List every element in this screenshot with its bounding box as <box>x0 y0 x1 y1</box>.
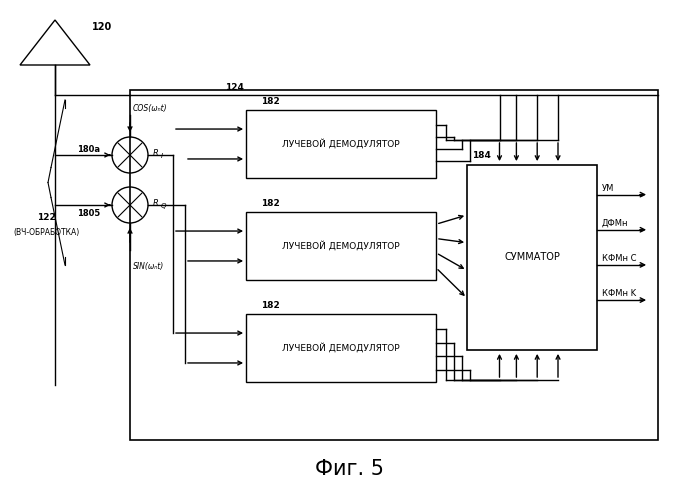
FancyBboxPatch shape <box>246 110 436 178</box>
Text: КФМн K: КФМн K <box>602 289 636 298</box>
Text: COS(ωₙt): COS(ωₙt) <box>133 104 168 113</box>
Text: 120: 120 <box>92 22 113 32</box>
Text: R: R <box>153 149 159 158</box>
Text: КФМн C: КФМн C <box>602 254 637 263</box>
Text: R: R <box>153 199 159 207</box>
Text: ЛУЧЕВОЙ ДЕМОДУЛЯТОР: ЛУЧЕВОЙ ДЕМОДУЛЯТОР <box>282 343 400 353</box>
Text: ДФМн: ДФМн <box>602 219 628 228</box>
Text: ЛУЧЕВОЙ ДЕМОДУЛЯТОР: ЛУЧЕВОЙ ДЕМОДУЛЯТОР <box>282 139 400 149</box>
Text: Фиг. 5: Фиг. 5 <box>315 459 384 479</box>
Text: 122: 122 <box>36 212 55 221</box>
Text: 182: 182 <box>261 199 280 208</box>
FancyBboxPatch shape <box>130 90 658 440</box>
FancyBboxPatch shape <box>246 212 436 280</box>
Text: 182: 182 <box>261 97 280 106</box>
Text: УМ: УМ <box>602 184 614 193</box>
Text: 180a: 180a <box>77 146 100 155</box>
Text: SIN(ωₙt): SIN(ωₙt) <box>133 262 164 271</box>
FancyBboxPatch shape <box>467 165 597 350</box>
Text: ЛУЧЕВОЙ ДЕМОДУЛЯТОР: ЛУЧЕВОЙ ДЕМОДУЛЯТОР <box>282 241 400 251</box>
FancyBboxPatch shape <box>246 314 436 382</box>
Text: 182: 182 <box>261 301 280 310</box>
Text: 184: 184 <box>472 151 491 160</box>
Text: СУММАТОР: СУММАТОР <box>504 252 560 262</box>
Text: Q: Q <box>161 203 166 209</box>
Text: 1805: 1805 <box>77 208 100 217</box>
Text: I: I <box>161 153 163 159</box>
Text: (ВЧ-ОБРАБОТКА): (ВЧ-ОБРАБОТКА) <box>13 228 79 237</box>
Text: 124: 124 <box>225 83 244 92</box>
